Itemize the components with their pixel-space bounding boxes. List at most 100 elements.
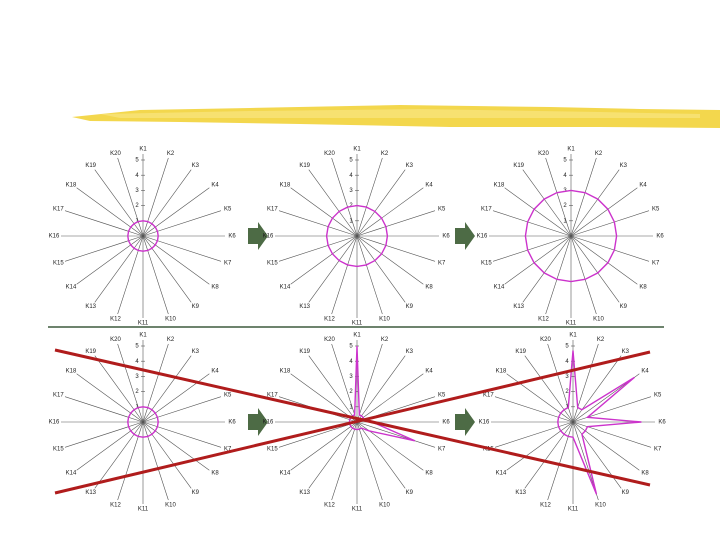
r-tick-label: 4 [349, 359, 353, 365]
axis-label: K14 [66, 471, 77, 477]
spoke [570, 235, 650, 262]
axis-label: K12 [110, 316, 121, 322]
spoke [290, 373, 358, 423]
spoke [356, 235, 424, 285]
spoke [356, 373, 424, 423]
r-tick-label: 5 [135, 344, 139, 350]
spoke [506, 421, 574, 471]
radar-chart: K1K2K3K4K5K6K7K8K9K10K11K12K13K14K15K16K… [49, 333, 237, 513]
r-tick-label: 3 [565, 374, 569, 380]
axis-label: K1 [139, 147, 147, 153]
r-tick-label: 2 [135, 203, 139, 209]
radar-chart: K1K2K3K4K5K6K7K8K9K10K11K12K13K14K15K16K… [479, 333, 667, 513]
axis-label: K20 [110, 337, 121, 343]
spoke [142, 169, 192, 237]
arrow [248, 408, 268, 436]
axis-label: K14 [280, 285, 291, 291]
cross-out-line [54, 348, 651, 487]
axis-label: K16 [477, 234, 488, 240]
spoke [331, 421, 358, 501]
axis-label: K20 [324, 151, 335, 157]
axis-label: K3 [192, 163, 200, 169]
spoke [570, 235, 620, 303]
spoke [64, 421, 144, 448]
axis-label: K13 [513, 304, 524, 310]
axis-label: K10 [165, 502, 176, 508]
axis-label: K17 [267, 393, 278, 399]
spoke [331, 157, 358, 237]
axis-label: K12 [538, 316, 549, 322]
axis-label: K18 [494, 182, 505, 188]
r-tick-label: 1 [563, 218, 567, 224]
axis-label: K16 [263, 420, 274, 426]
spoke [142, 421, 169, 501]
r-tick-label: 5 [349, 344, 353, 350]
axis-label: K13 [299, 304, 310, 310]
axis-label: K4 [425, 182, 433, 188]
r-tick-label: 2 [565, 389, 569, 395]
axis-label: K8 [211, 285, 219, 291]
axis-label: K19 [299, 349, 310, 355]
axis-label: K1 [353, 333, 361, 339]
axis-label: K1 [139, 333, 147, 339]
axis-label: K15 [481, 260, 492, 266]
axis-label: K8 [425, 285, 433, 291]
spoke [524, 355, 574, 423]
spoke [290, 421, 358, 471]
axis-label: K3 [406, 349, 414, 355]
radar-chart: K1K2K3K4K5K6K7K8K9K10K11K12K13K14K15K16K… [263, 147, 451, 327]
data-shape [127, 220, 159, 252]
axis-label: K12 [540, 502, 551, 508]
axis-label: K7 [224, 260, 232, 266]
spoke [494, 421, 574, 448]
axis-label: K10 [379, 502, 390, 508]
axis-label: K10 [165, 316, 176, 322]
spoke [308, 235, 358, 303]
spoke [356, 421, 383, 501]
spoke [308, 421, 358, 489]
axis-label: K15 [53, 260, 64, 266]
r-tick-label: 4 [135, 359, 139, 365]
spoke [570, 235, 638, 285]
axis-label: K12 [110, 502, 121, 508]
axis-label: K10 [595, 502, 606, 508]
spoke [572, 421, 652, 448]
axis-label: K2 [381, 151, 389, 157]
axis-label: K9 [192, 490, 200, 496]
axis-label: K4 [639, 182, 647, 188]
spoke [142, 421, 210, 471]
axis-label: K4 [425, 368, 433, 374]
r-tick-label: 3 [349, 188, 353, 194]
r-tick-label: 4 [563, 173, 567, 179]
axis-label: K8 [425, 471, 433, 477]
spoke [356, 421, 406, 489]
spoke [570, 157, 597, 237]
axis-label: K11 [566, 321, 577, 327]
cross-out-line [54, 350, 651, 495]
axis-label: K1 [569, 333, 577, 339]
spoke [572, 421, 640, 471]
spoke [76, 235, 144, 285]
spoke [76, 373, 144, 423]
spoke [492, 210, 572, 237]
axis-label: K2 [595, 151, 603, 157]
spoke [290, 235, 358, 285]
spoke [356, 235, 383, 315]
axis-label: K20 [324, 337, 335, 343]
axis-label: K20 [540, 337, 551, 343]
spoke [522, 169, 572, 237]
axis-label: K7 [438, 446, 446, 452]
spoke [308, 355, 358, 423]
spoke [64, 210, 144, 237]
radar-chart: K1K2K3K4K5K6K7K8K9K10K11K12K13K14K15K16K… [49, 147, 237, 327]
spoke [142, 396, 222, 423]
spoke [142, 373, 210, 423]
axis-label: K13 [85, 490, 96, 496]
axis-label: K15 [267, 260, 278, 266]
spoke [570, 235, 597, 315]
spoke [142, 235, 210, 285]
axis-label: K18 [496, 368, 507, 374]
axis-label: K10 [379, 316, 390, 322]
data-shape [325, 204, 389, 268]
spoke [572, 355, 622, 423]
